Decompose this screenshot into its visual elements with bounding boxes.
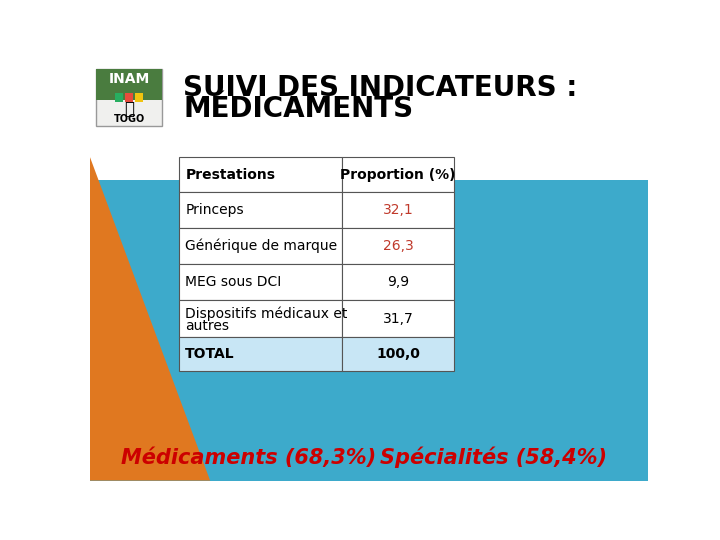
Text: Dispositifs médicaux et: Dispositifs médicaux et: [185, 307, 348, 321]
Bar: [342, 264, 454, 300]
FancyBboxPatch shape: [96, 69, 162, 126]
Bar: [342, 336, 454, 372]
Polygon shape: [90, 180, 648, 481]
Bar: [342, 157, 454, 192]
FancyBboxPatch shape: [125, 93, 133, 102]
Text: Médicaments (68,3%): Médicaments (68,3%): [121, 447, 377, 468]
Bar: [342, 228, 454, 264]
Text: Prestations: Prestations: [185, 167, 275, 181]
Text: Spécialités (58,4%): Spécialités (58,4%): [379, 447, 606, 468]
Text: TOGO: TOGO: [114, 114, 145, 125]
Text: 100,0: 100,0: [376, 347, 420, 361]
Bar: [179, 192, 342, 228]
Text: INAM: INAM: [109, 72, 150, 86]
Bar: [179, 300, 342, 336]
Text: Princeps: Princeps: [185, 203, 244, 217]
Text: 31,7: 31,7: [383, 312, 413, 326]
Bar: [342, 192, 454, 228]
Text: autres: autres: [185, 319, 230, 333]
Text: Générique de marque: Générique de marque: [185, 239, 338, 253]
Text: SUIVI DES INDICATEURS :: SUIVI DES INDICATEURS :: [183, 74, 577, 102]
Bar: [179, 157, 342, 192]
Text: MEG sous DCI: MEG sous DCI: [185, 275, 282, 289]
Bar: [179, 264, 342, 300]
Text: MÉDICAMENTS: MÉDICAMENTS: [183, 94, 413, 123]
Bar: [179, 228, 342, 264]
Text: 32,1: 32,1: [383, 203, 413, 217]
Text: 26,3: 26,3: [383, 239, 413, 253]
Polygon shape: [90, 157, 210, 481]
Text: 👥: 👥: [124, 100, 134, 118]
Bar: [179, 336, 342, 372]
Bar: [342, 300, 454, 336]
FancyBboxPatch shape: [96, 69, 162, 100]
FancyBboxPatch shape: [114, 93, 123, 102]
FancyBboxPatch shape: [135, 93, 143, 102]
Text: Proportion (%): Proportion (%): [341, 167, 456, 181]
Text: 9,9: 9,9: [387, 275, 409, 289]
Text: TOTAL: TOTAL: [185, 347, 235, 361]
